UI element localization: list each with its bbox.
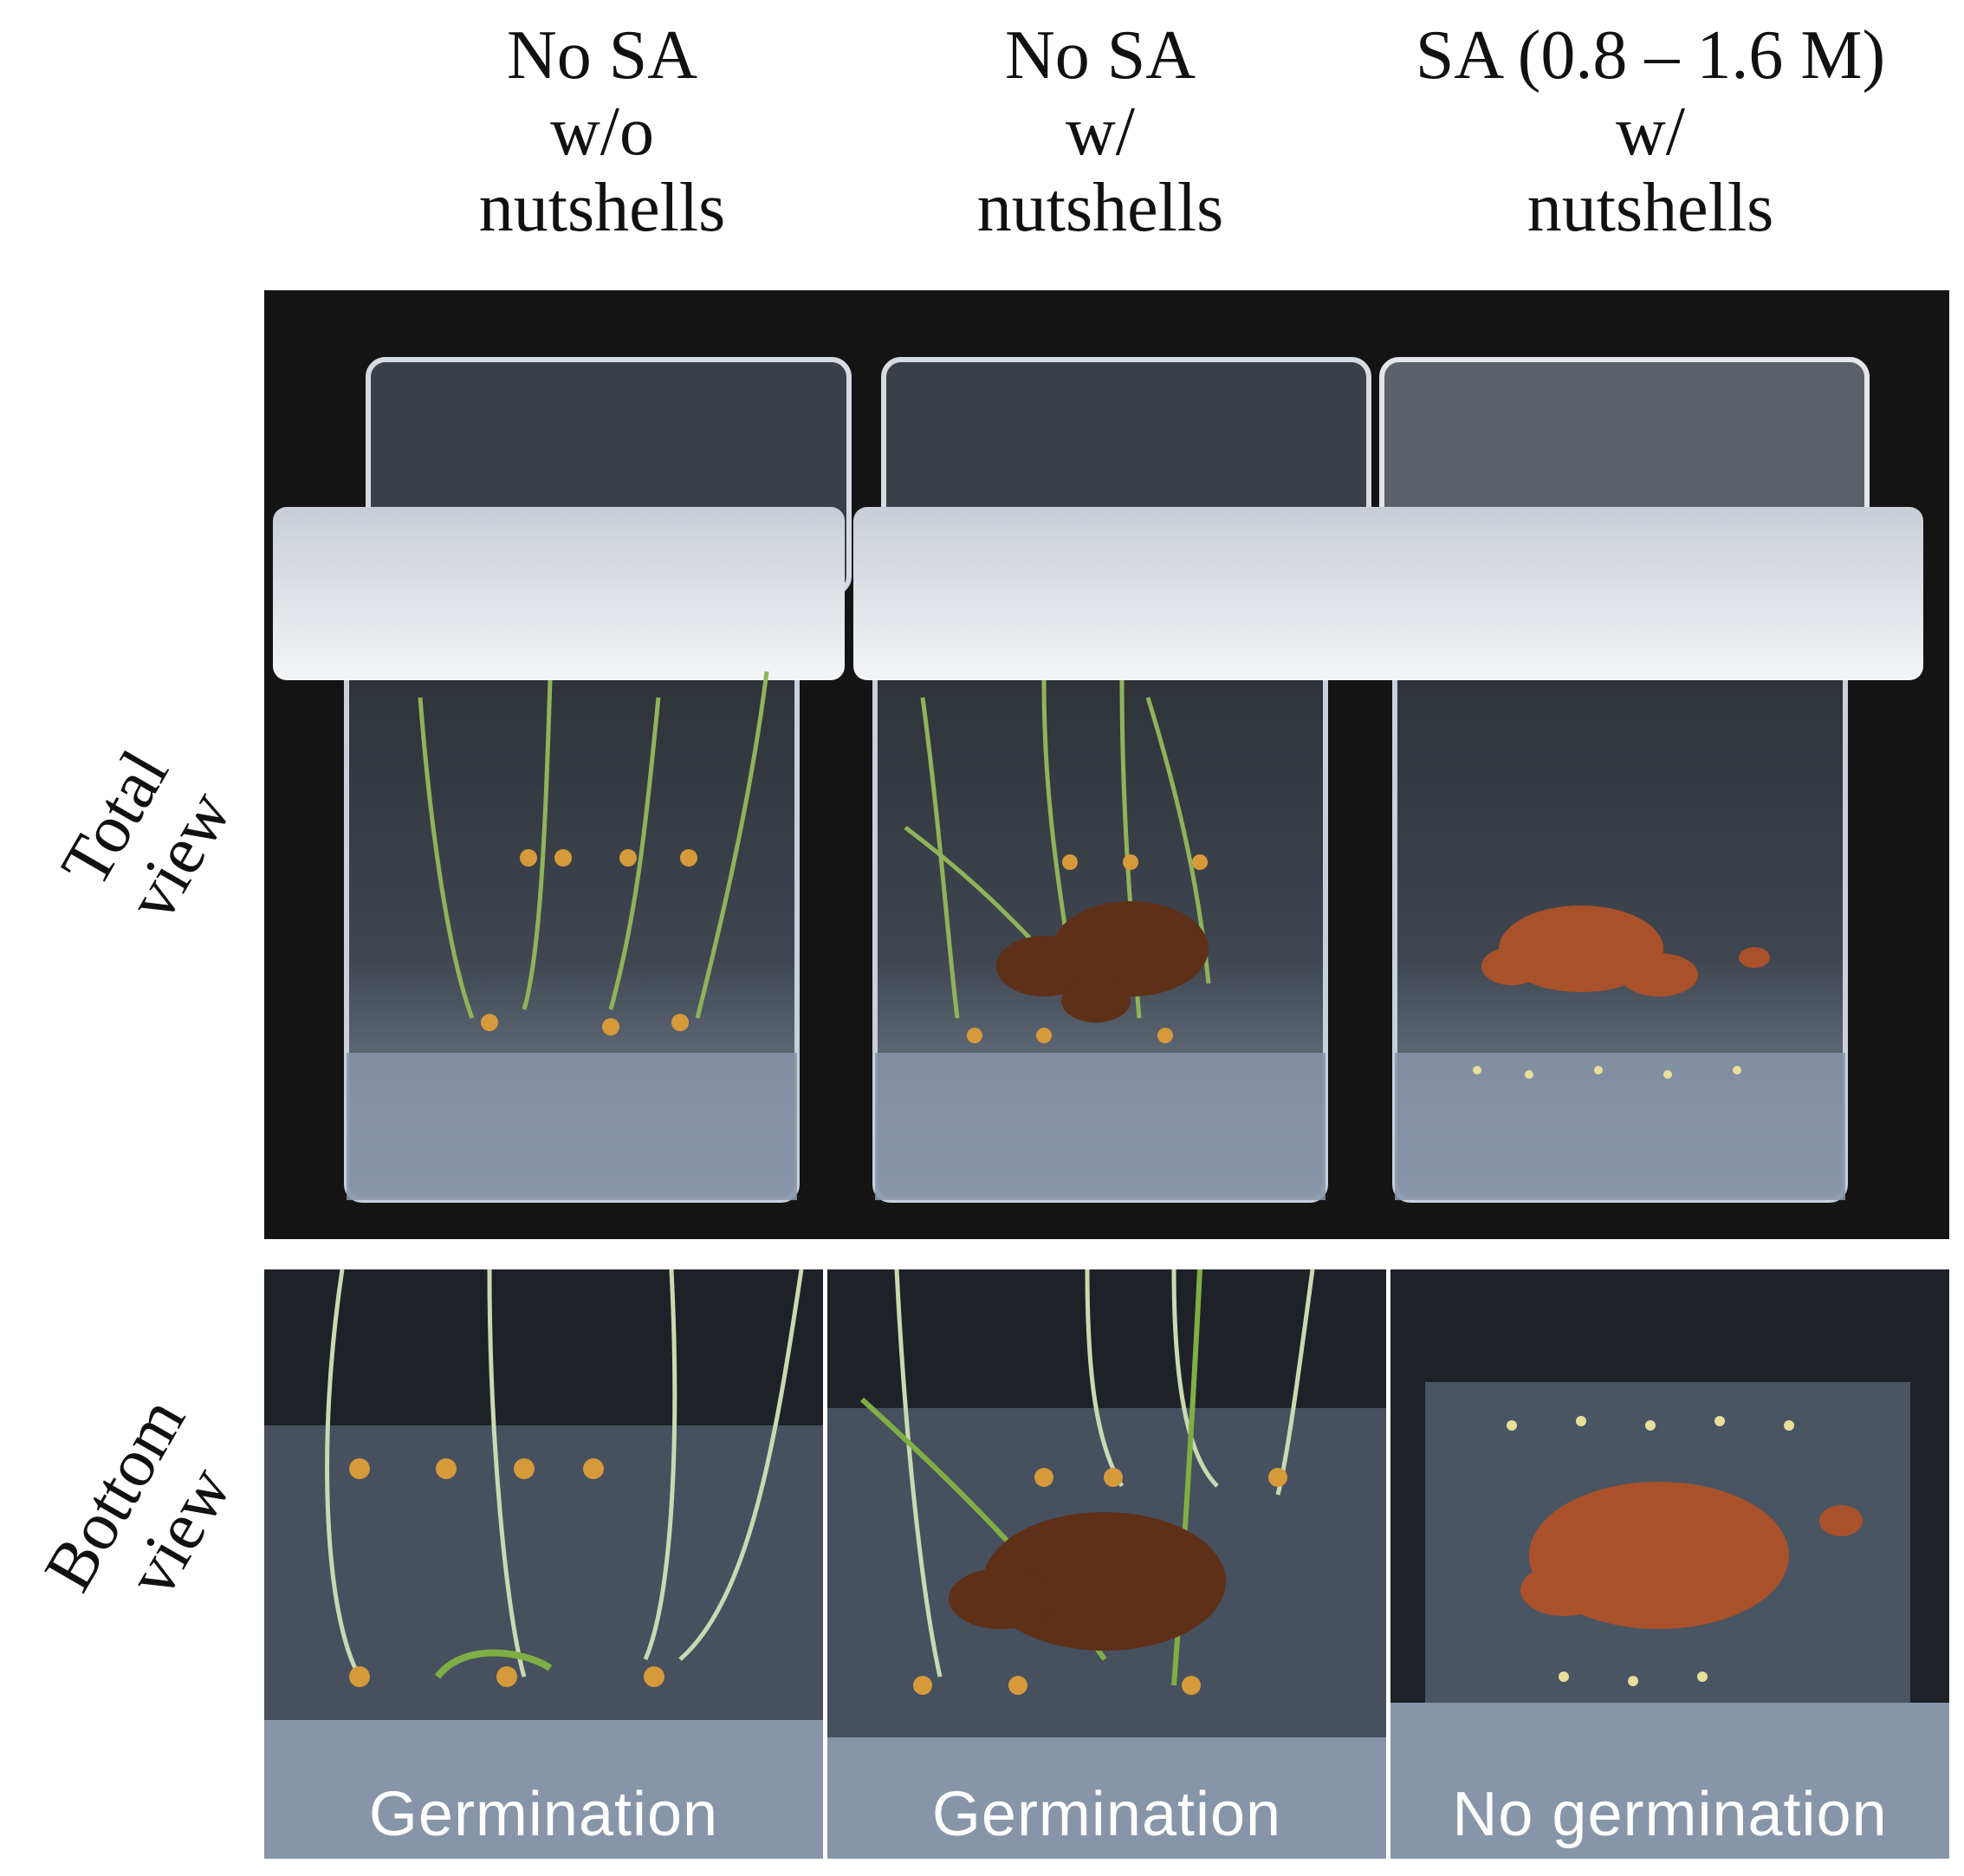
bottom-view-illustration-1 [264,1269,823,1859]
container-sa-with-nutshells [1347,357,1923,1203]
column-header-line: SA (0.8 – 1.6 M) [1415,17,1886,94]
column-header-line: w/o [550,94,654,170]
column-header-no-sa-with-nutshells: No SA w/ nutshells [832,17,1369,246]
row-label-bottom-view: Bottom view [14,1355,282,1670]
column-header-line: nutshells [1526,170,1774,246]
caption-germination-1: Germination [368,1780,719,1849]
total-view-illustration [264,290,1949,1239]
bottom-view-photo-2: Germination [827,1269,1386,1859]
column-header-line: w/ [1616,94,1685,170]
column-header-line: w/ [1066,94,1135,170]
column-header-line: nutshells [976,170,1224,246]
bottom-view-illustration-2 [827,1269,1386,1859]
container-no-sa-without-nutshells [273,357,852,1203]
bottom-view-photo-3: No germination [1390,1269,1949,1859]
row-label-total-view: Total view [27,702,269,971]
column-header-line: No SA [1004,17,1196,94]
container-no-sa-with-nutshells [853,357,1421,1203]
caption-no-germination: No germination [1452,1780,1888,1849]
total-view-photo [264,290,1949,1239]
column-header-sa-with-nutshells: SA (0.8 – 1.6 M) w/ nutshells [1373,17,1928,246]
column-header-line: nutshells [478,170,726,246]
column-header-line: No SA [506,17,698,94]
bottom-view-photo-1: Germination [264,1269,823,1859]
caption-germination-2: Germination [931,1780,1282,1849]
bottom-view-illustration-3 [1390,1269,1949,1859]
column-header-no-sa-without-nutshells: No SA w/o nutshells [334,17,871,246]
